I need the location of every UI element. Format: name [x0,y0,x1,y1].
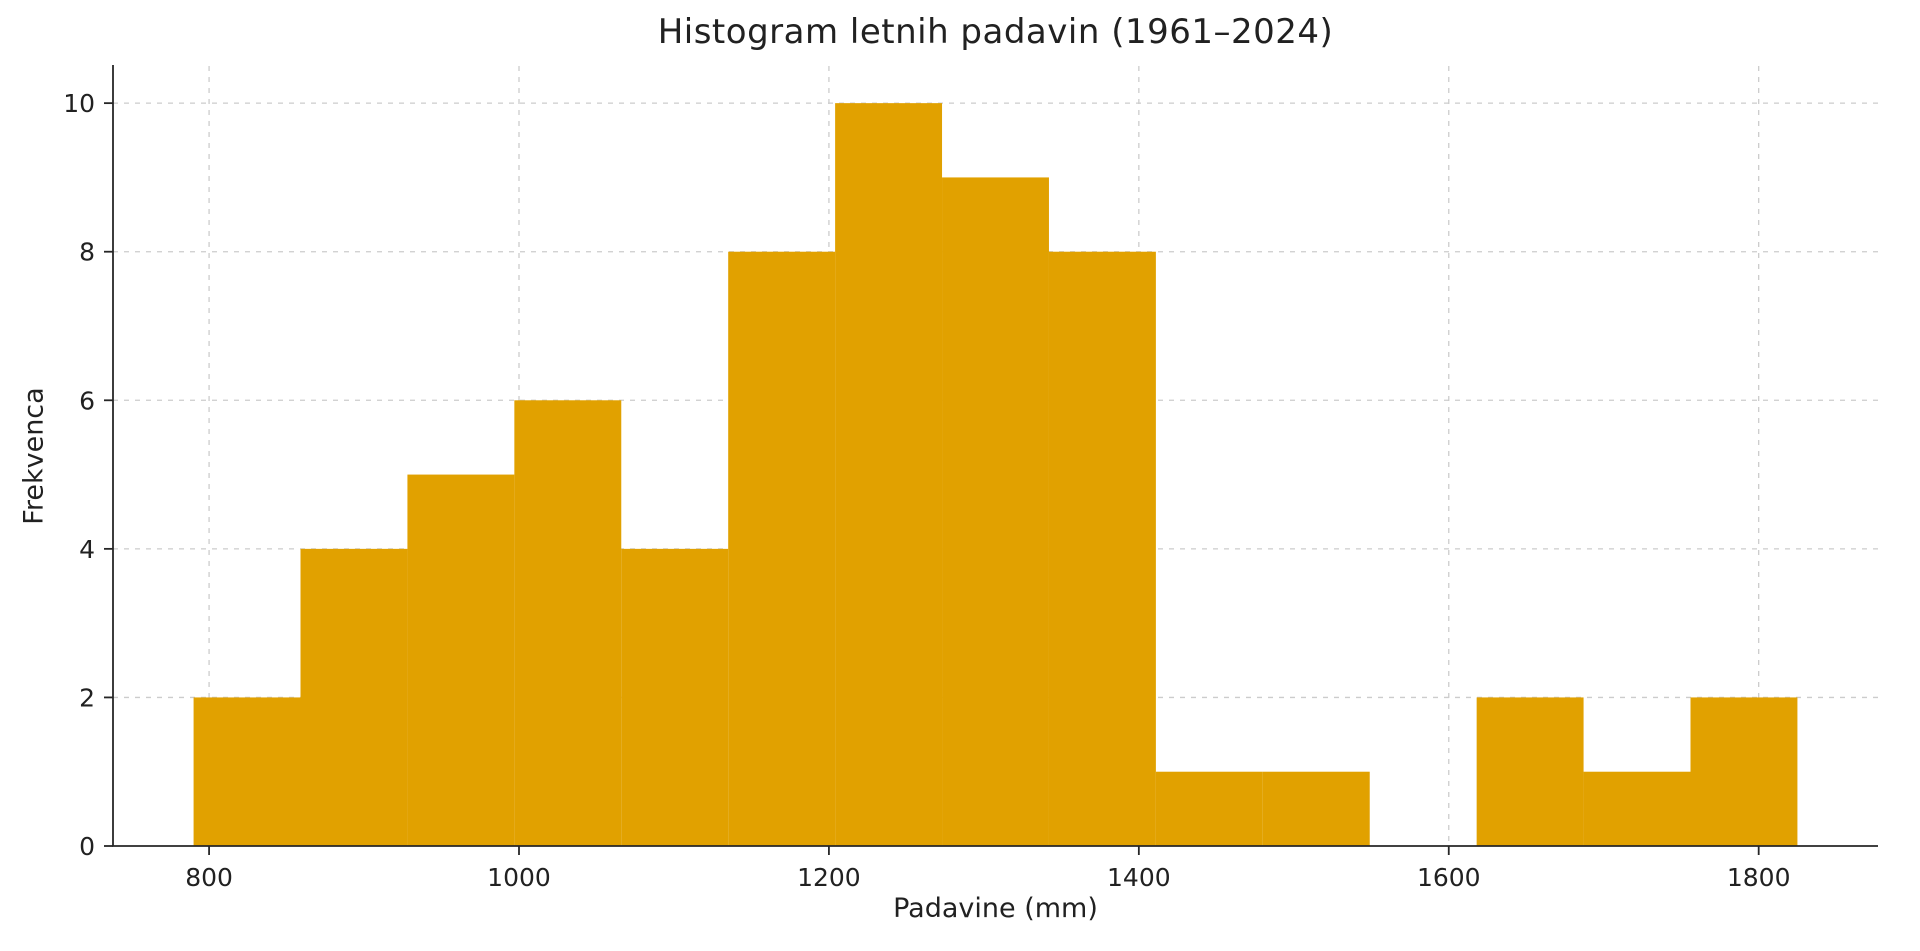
histogram-bar [1262,771,1370,846]
x-tick-label: 1200 [797,863,861,892]
histogram-bar [407,474,515,846]
x-axis-label: Padavine (mm) [893,893,1098,924]
y-tick-label: 10 [63,89,95,118]
histogram-bar [514,400,622,846]
x-tick-label: 1400 [1107,863,1171,892]
y-tick-label: 6 [79,386,95,415]
y-tick-label: 8 [79,238,95,267]
histogram-bar [1155,771,1263,846]
y-axis-label: Frekvenca [18,387,50,525]
chart-title: Histogram letnih padavin (1961–2024) [657,12,1334,52]
x-tick-label: 1600 [1417,863,1481,892]
histogram-bar [835,103,943,846]
histogram-bar [300,548,408,846]
histogram-bar [1690,697,1798,846]
histogram-bar [1583,771,1691,846]
histogram-bar [728,251,836,846]
histogram-bar [1048,251,1156,846]
histogram-bar [193,697,301,846]
x-tick-label: 1800 [1727,863,1791,892]
histogram-bar [1476,697,1584,846]
histogram-bar [942,177,1049,846]
histogram-bar [621,548,729,846]
y-tick-label: 2 [79,683,95,712]
y-tick-label: 4 [79,535,95,564]
x-tick-label: 1000 [487,863,551,892]
x-tick-label: 800 [185,863,233,892]
y-tick-label: 0 [79,832,95,861]
